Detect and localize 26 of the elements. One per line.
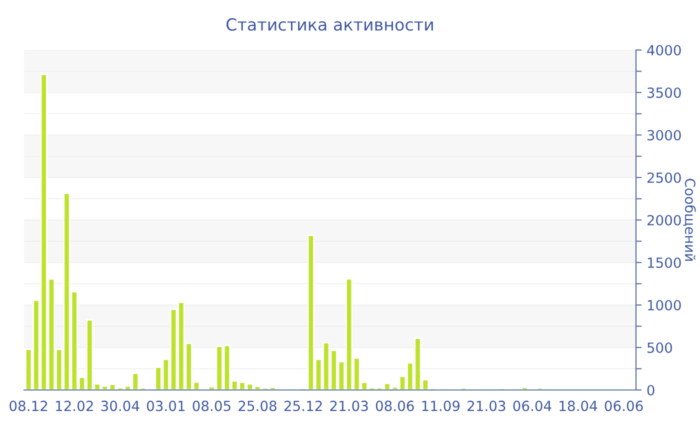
y-tick-label: 4000 bbox=[647, 44, 681, 56]
x-tick-label: 08.05 bbox=[192, 400, 230, 412]
bar bbox=[521, 386, 528, 390]
x-tick-label: 08.12 bbox=[10, 400, 48, 412]
x-tick-label: 03.01 bbox=[146, 400, 185, 412]
y-tick-label: 0 bbox=[647, 384, 654, 396]
x-tick-label: 06.06 bbox=[604, 400, 643, 412]
y-tick-label: 2500 bbox=[647, 172, 681, 183]
chart-title: Статистика активности bbox=[226, 18, 433, 31]
x-tick-label: 11.09 bbox=[422, 400, 460, 412]
x-tick-label: 18.04 bbox=[560, 400, 598, 412]
y-tick-label: 3000 bbox=[647, 130, 681, 140]
y-axis-title: Сообщений bbox=[683, 178, 696, 261]
y-tick-label: 3500 bbox=[647, 87, 681, 98]
x-tick-label: 25.08 bbox=[238, 400, 276, 412]
x-tick-label: 30.04 bbox=[101, 400, 140, 412]
x-tick-label: 21.03 bbox=[468, 400, 506, 412]
y-tick-label: 500 bbox=[647, 342, 672, 353]
y-tick-label: 1000 bbox=[648, 300, 681, 310]
y-tick-label: 1500 bbox=[648, 257, 681, 268]
x-tick-label: 21.03 bbox=[330, 400, 368, 412]
x-tick-label: 06.04 bbox=[513, 400, 552, 412]
x-tick-label: 08.06 bbox=[376, 400, 414, 412]
x-tick-label: 12.02 bbox=[56, 400, 93, 412]
x-tick-label: 25.12 bbox=[284, 400, 322, 412]
y-tick-label: 2000 bbox=[647, 214, 681, 226]
